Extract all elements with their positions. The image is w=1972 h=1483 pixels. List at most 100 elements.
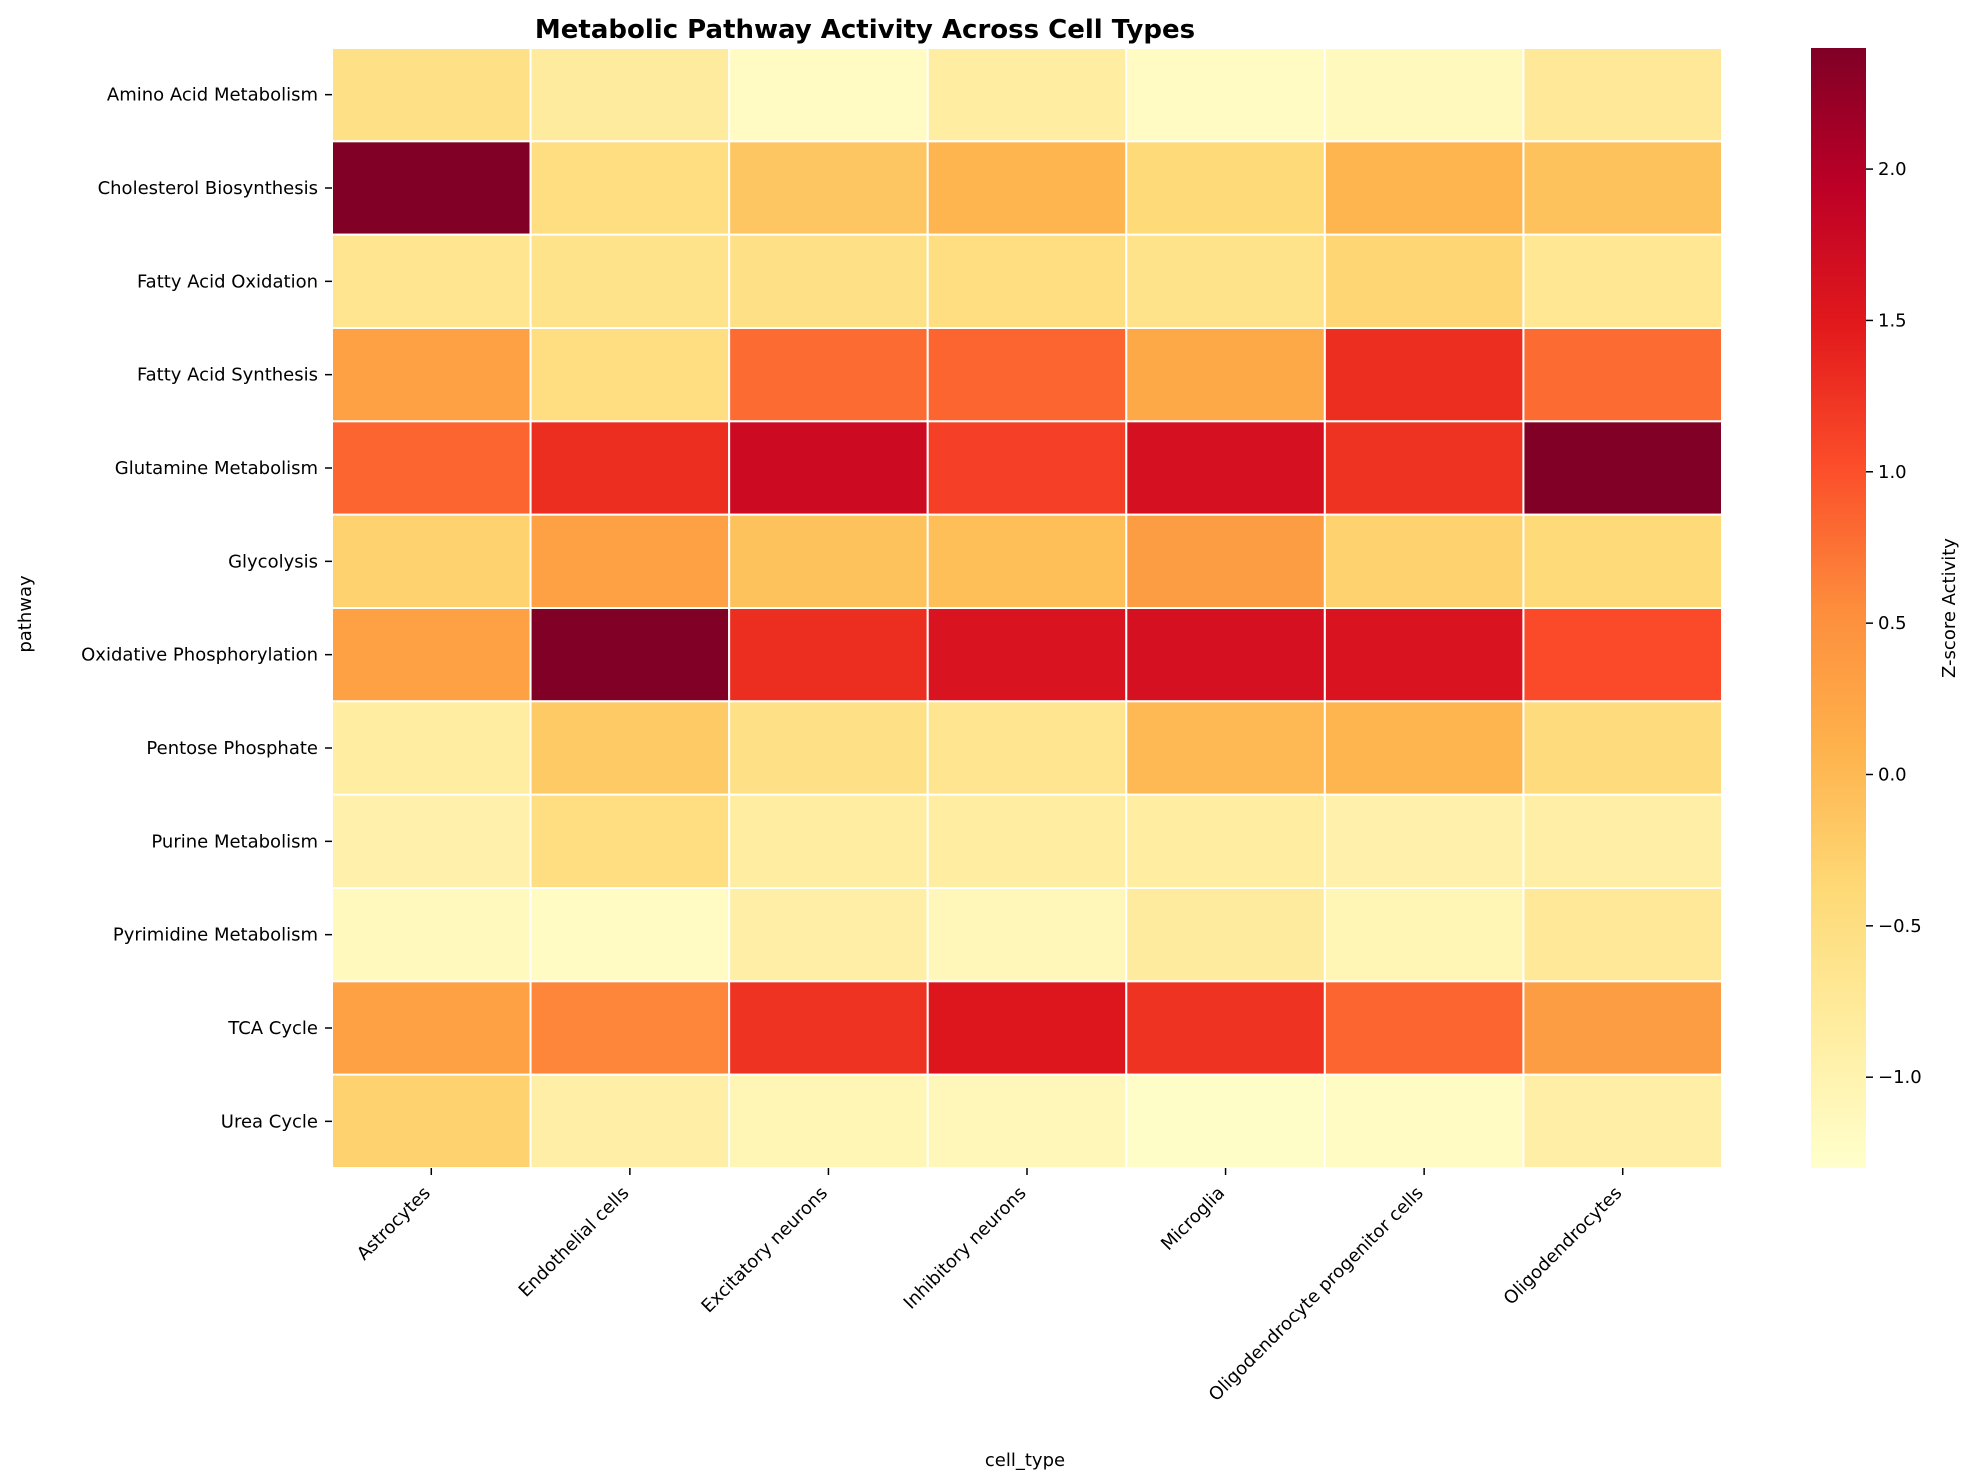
heatmap-cell xyxy=(331,1073,532,1169)
heatmap-cell xyxy=(1522,607,1724,703)
heatmap-cell xyxy=(529,980,731,1076)
colorbar-tick-label: 1.0 xyxy=(1878,462,1907,483)
colorbar-tick-label: 0.5 xyxy=(1878,613,1907,634)
heatmap-cell xyxy=(926,420,1128,516)
heatmap-cell xyxy=(331,513,532,610)
heatmap-cell xyxy=(331,793,532,890)
heatmap-cell xyxy=(331,700,532,796)
y-tick-label: Cholesterol Biosynthesis xyxy=(98,178,318,199)
y-tick-label: Glycolysis xyxy=(228,551,318,572)
heatmap-cell xyxy=(926,327,1128,423)
colorbar-label: Z-score Activity xyxy=(1939,538,1960,678)
heatmap-cell xyxy=(1522,980,1724,1076)
y-tick-label: Glutamine Metabolism xyxy=(115,458,318,479)
heatmap-cell xyxy=(1323,1073,1525,1169)
heatmap-cell xyxy=(331,420,532,516)
heatmap-cell xyxy=(728,700,929,796)
heatmap-cell xyxy=(1125,47,1326,143)
heatmap-cell xyxy=(1323,513,1525,610)
heatmap-cell xyxy=(728,980,929,1076)
heatmap-cell xyxy=(1522,47,1724,143)
heatmap-cell xyxy=(529,887,731,983)
heatmap-cell xyxy=(529,1073,731,1169)
colorbar-tick-label: −0.5 xyxy=(1878,916,1922,937)
heatmap-cell xyxy=(1323,420,1525,516)
heatmap-cell xyxy=(1522,700,1724,796)
y-axis-ticks: Amino Acid Metabolism Cholesterol Biosynt… xyxy=(81,85,332,1132)
heatmap-cell xyxy=(529,420,731,516)
heatmap-cell xyxy=(529,140,731,236)
x-tick-label: Astrocytes xyxy=(353,1183,435,1265)
heatmap-cell xyxy=(1522,513,1724,610)
heatmap-cell xyxy=(1522,233,1724,330)
heatmap-cell xyxy=(1125,420,1326,516)
heatmap-cell xyxy=(728,887,929,983)
heatmap-cell xyxy=(331,607,532,703)
colorbar-tick-label: −1.0 xyxy=(1878,1067,1922,1088)
heatmap-cell xyxy=(1323,887,1525,983)
heatmap-cell xyxy=(1323,233,1525,330)
y-tick-label: Urea Cycle xyxy=(221,1111,318,1132)
heatmap-cell xyxy=(529,47,731,143)
colorbar-ticks: 2.0 1.5 1.0 0.5 0.0 −0.5 −1.0 xyxy=(1866,159,1922,1088)
x-tick-label: Excitatory neurons xyxy=(697,1183,832,1318)
heatmap-cell xyxy=(728,1073,929,1169)
heatmap-cell xyxy=(926,140,1128,236)
heatmap-cell xyxy=(1125,327,1326,423)
heatmap-cell xyxy=(1522,140,1724,236)
heatmap-cell xyxy=(728,607,929,703)
heatmap-cell xyxy=(331,140,532,236)
heatmap-cell xyxy=(529,513,731,610)
heatmap-cell xyxy=(728,420,929,516)
heatmap-cell xyxy=(1125,233,1326,330)
x-tick-label: Oligodendrocyte progenitor cells xyxy=(1205,1183,1428,1406)
y-tick-label: Pentose Phosphate xyxy=(146,738,318,759)
y-axis-label: pathway xyxy=(15,575,36,653)
heatmap-cells xyxy=(331,47,1724,1169)
heatmap-cell xyxy=(728,513,929,610)
chart-title: Metabolic Pathway Activity Across Cell T… xyxy=(535,15,1195,45)
y-tick-label: Purine Metabolism xyxy=(151,831,318,852)
colorbar-tick-label: 0.0 xyxy=(1878,764,1907,785)
y-tick-label: TCA Cycle xyxy=(227,1018,318,1039)
y-tick-label: Pyrimidine Metabolism xyxy=(113,925,318,946)
y-tick-label: Fatty Acid Synthesis xyxy=(137,365,318,386)
y-tick-label: Oxidative Phosphorylation xyxy=(81,645,318,666)
heatmap-cell xyxy=(926,233,1128,330)
colorbar-tick-label: 2.0 xyxy=(1878,159,1907,180)
heatmap-cell xyxy=(529,233,731,330)
heatmap-cell xyxy=(529,700,731,796)
heatmap-cell xyxy=(529,793,731,890)
heatmap-cell xyxy=(728,327,929,423)
heatmap-cell xyxy=(926,980,1128,1076)
y-tick-label: Amino Acid Metabolism xyxy=(107,85,318,106)
heatmap-cell xyxy=(1125,700,1326,796)
heatmap-cell xyxy=(1323,980,1525,1076)
heatmap-cell xyxy=(1323,793,1525,890)
heatmap-cell xyxy=(926,513,1128,610)
heatmap-cell xyxy=(1522,1073,1724,1169)
heatmap-cell xyxy=(926,700,1128,796)
heatmap-cell xyxy=(529,327,731,423)
heatmap-cell xyxy=(728,793,929,890)
heatmap-cell xyxy=(926,47,1128,143)
x-axis-ticks: Astrocytes Endothelial cells Excitatory ne… xyxy=(353,1168,1626,1406)
heatmap-cell xyxy=(1125,793,1326,890)
y-tick-label: Fatty Acid Oxidation xyxy=(137,271,318,292)
heatmap-cell xyxy=(1125,607,1326,703)
heatmap-cell xyxy=(1522,327,1724,423)
heatmap-cell xyxy=(331,47,532,143)
heatmap-cell xyxy=(1125,513,1326,610)
x-axis-label: cell_type xyxy=(985,1450,1065,1471)
heatmap-cell xyxy=(1125,980,1326,1076)
x-tick-label: Oligodendrocytes xyxy=(1500,1183,1627,1310)
heatmap-cell xyxy=(728,47,929,143)
x-tick-label: Endothelial cells xyxy=(515,1183,634,1302)
heatmap-cell xyxy=(529,607,731,703)
heatmap-cell xyxy=(1125,140,1326,236)
colorbar xyxy=(1811,48,1866,1168)
heatmap-cell xyxy=(1323,607,1525,703)
heatmap-cell xyxy=(1522,420,1724,516)
heatmap-cell xyxy=(926,887,1128,983)
heatmap-cell xyxy=(1125,887,1326,983)
